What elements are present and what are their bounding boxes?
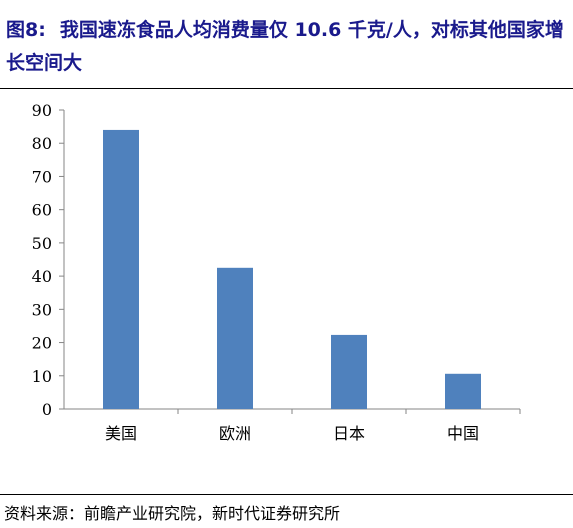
y-tick-label: 80 bbox=[32, 134, 52, 153]
y-tick-label: 30 bbox=[32, 300, 52, 319]
chart-axes bbox=[59, 109, 521, 414]
source-note: 资料来源：前瞻产业研究院，新时代证券研究所 bbox=[4, 504, 341, 523]
x-category-label: 欧洲 bbox=[219, 424, 251, 443]
y-tick-label: 40 bbox=[32, 267, 52, 286]
chart-labels: 0 10 20 30 40 50 60 70 80 90 美国 欧洲 日本 中国 bbox=[32, 101, 479, 443]
x-category-label: 美国 bbox=[105, 424, 137, 443]
y-tick-label: 50 bbox=[32, 234, 52, 253]
y-tick-label: 90 bbox=[32, 101, 52, 120]
bar bbox=[445, 373, 481, 409]
y-tick-label: 20 bbox=[32, 334, 52, 353]
figure-number: 图8: bbox=[6, 19, 46, 41]
bar bbox=[217, 267, 253, 409]
source-divider bbox=[0, 494, 573, 495]
x-category-label: 日本 bbox=[333, 424, 365, 443]
x-category-label: 中国 bbox=[447, 424, 479, 443]
bar bbox=[331, 334, 367, 409]
chart-bars bbox=[103, 129, 481, 409]
figure-title: 图8: 我国速冻食品人均消费量仅 10.6 千克/人，对标其他国家增长空间大 bbox=[6, 14, 566, 80]
title-divider bbox=[0, 88, 573, 89]
figure-title-text: 我国速冻食品人均消费量仅 10.6 千克/人，对标其他国家增长空间大 bbox=[6, 19, 564, 74]
bar bbox=[103, 129, 139, 409]
y-tick-label: 10 bbox=[32, 367, 52, 386]
y-tick-label: 70 bbox=[32, 167, 52, 186]
y-tick-label: 0 bbox=[42, 400, 52, 419]
y-tick-label: 60 bbox=[32, 201, 52, 220]
